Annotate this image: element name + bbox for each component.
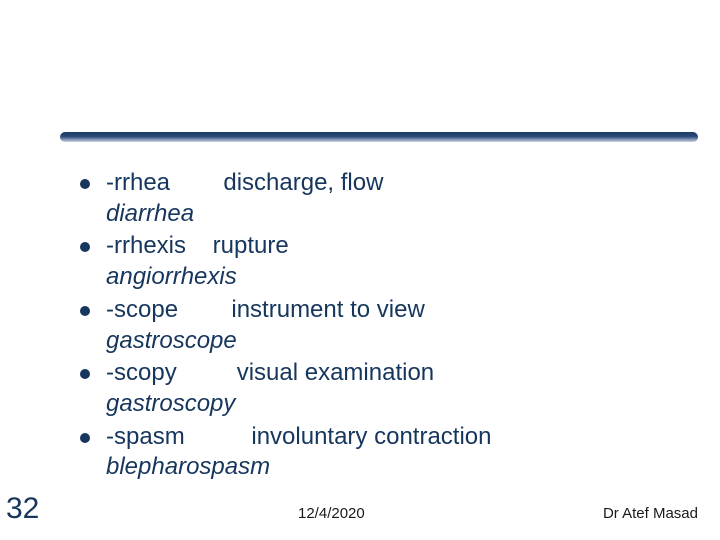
example-line: angiorrhexis [106, 262, 700, 293]
item-text: -spasm involuntary contraction blepharos… [106, 422, 700, 483]
example-line: gastroscope [106, 326, 700, 357]
list-item: -rrhea discharge, flow diarrhea [80, 168, 700, 229]
root-line: -rrhexis rupture [106, 232, 289, 259]
page-number: 32 [6, 492, 39, 526]
item-text: -scopy visual examination gastroscopy [106, 358, 700, 419]
item-text: -scope instrument to view gastroscope [106, 295, 700, 356]
list-item: -spasm involuntary contraction blepharos… [80, 422, 700, 483]
example-line: gastroscopy [106, 389, 700, 420]
footer-author: Dr Atef Masad [603, 505, 698, 522]
bullet-icon [80, 242, 90, 252]
example-line: diarrhea [106, 199, 700, 230]
root-line: -scopy visual examination [106, 359, 434, 386]
title-underline [60, 132, 698, 142]
list-item: -scope instrument to view gastroscope [80, 295, 700, 356]
bullet-icon [80, 369, 90, 379]
bullet-icon [80, 433, 90, 443]
content-list: -rrhea discharge, flow diarrhea -rrhexis… [80, 168, 700, 485]
root-line: -scope instrument to view [106, 296, 425, 323]
root-line: -rrhea discharge, flow [106, 169, 383, 196]
footer-date: 12/4/2020 [298, 505, 365, 522]
root-line: -spasm involuntary contraction [106, 423, 492, 450]
list-item: -rrhexis rupture angiorrhexis [80, 231, 700, 292]
item-text: -rrhexis rupture angiorrhexis [106, 231, 700, 292]
item-text: -rrhea discharge, flow diarrhea [106, 168, 700, 229]
bullet-icon [80, 179, 90, 189]
example-line: blepharospasm [106, 452, 700, 483]
list-item: -scopy visual examination gastroscopy [80, 358, 700, 419]
bullet-icon [80, 306, 90, 316]
